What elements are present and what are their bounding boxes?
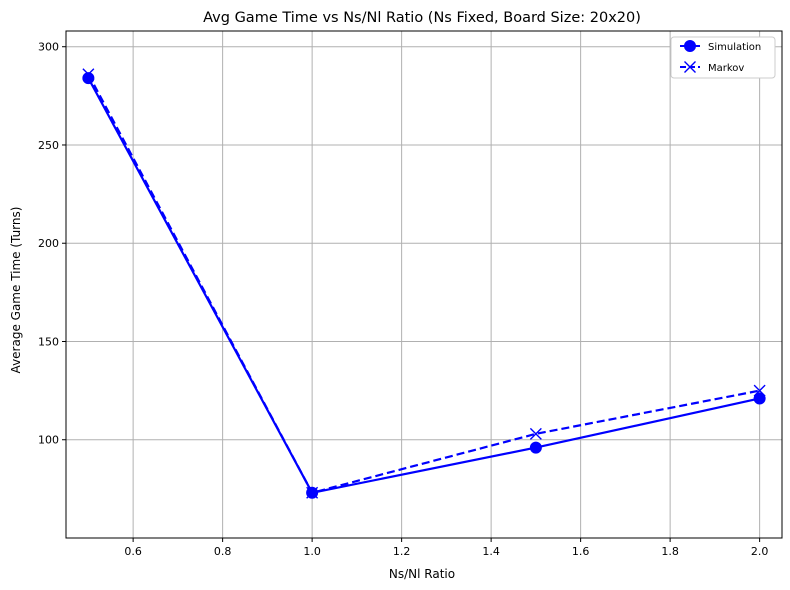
data-point-simulation — [753, 392, 766, 405]
data-point-markov — [82, 68, 95, 81]
plot-series — [82, 68, 766, 499]
x-tick-label: 0.6 — [124, 545, 142, 558]
legend-marker — [684, 61, 696, 73]
y-tick-label: 150 — [38, 335, 59, 348]
legend: Simulation Markov — [670, 36, 776, 79]
y-axis-label: Average Game Time (Turns) — [9, 207, 23, 374]
axis-ticks: 0.6 0.8 1.0 1.2 1.4 1.6 1.8 2.0 100 150 200 250 300 — [38, 41, 768, 558]
y-tick-label: 250 — [38, 139, 59, 152]
legend-key-markov — [680, 61, 700, 73]
data-point-markov — [529, 427, 542, 440]
series-line-simulation — [87, 77, 760, 494]
legend-label-markov: Markov — [708, 63, 744, 74]
data-point-simulation — [529, 441, 542, 454]
grid — [66, 31, 782, 538]
y-tick-label: 200 — [38, 237, 59, 250]
plot-frame — [65, 30, 783, 539]
x-axis-label: Ns/Nl Ratio — [389, 567, 455, 581]
x-tick-label: 0.8 — [214, 545, 232, 558]
data-point-markov — [306, 486, 319, 499]
x-tick-label: 1.0 — [303, 545, 321, 558]
legend-marker — [684, 40, 696, 52]
y-tick-label: 300 — [38, 41, 59, 54]
x-tick-label: 1.6 — [572, 545, 590, 558]
x-tick-label: 2.0 — [751, 545, 769, 558]
x-tick-label: 1.8 — [661, 545, 679, 558]
x-tick-label: 1.2 — [393, 545, 411, 558]
y-tick-label: 100 — [38, 434, 59, 447]
series-line-markov — [87, 73, 760, 494]
data-point-markov — [753, 384, 766, 397]
x-tick-label: 1.4 — [482, 545, 500, 558]
legend-box — [670, 36, 776, 79]
legend-label-simulation: Simulation — [708, 42, 761, 53]
legend-key-simulation — [680, 40, 700, 52]
chart-title: Avg Game Time vs Ns/Nl Ratio (Ns Fixed, … — [203, 10, 641, 26]
